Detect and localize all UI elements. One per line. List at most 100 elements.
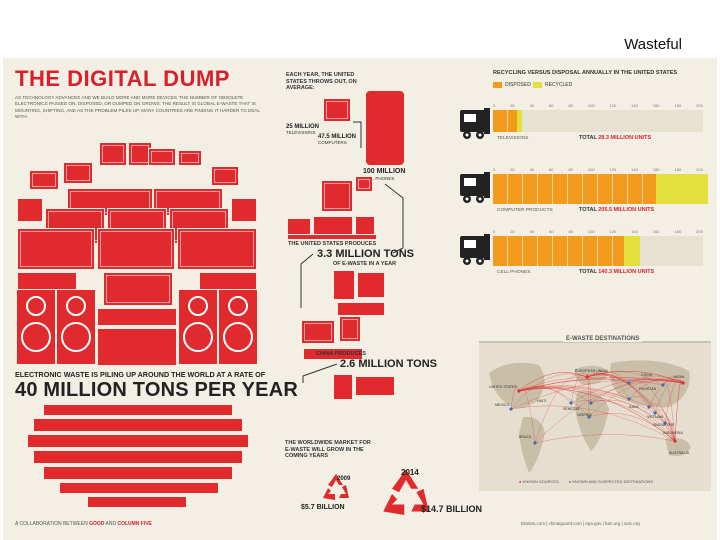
route-line — [664, 380, 684, 424]
tick-label: 20 — [510, 229, 515, 234]
tick-label: 40 — [529, 103, 535, 108]
map-place-label: EUROPEAN UNION — [575, 369, 608, 373]
poster-title: THE DIGITAL DUMP — [15, 66, 230, 91]
map-place-label: BRAZIL — [519, 435, 532, 439]
tick-label: 100 — [587, 103, 595, 108]
tick-label: 160 — [652, 167, 660, 172]
map-place-label: SINGAPORE — [653, 423, 675, 427]
world-map-shapes — [489, 360, 691, 473]
tv-label: TELEVISIONS — [286, 130, 316, 135]
bar-row-total: TOTAL 28.3 MILLION UNITS — [579, 135, 652, 141]
map-place-label: INDONESIA — [663, 431, 683, 435]
monitor-icon — [17, 198, 43, 222]
map-legend: ● KNOWN SOURCES ● KNOWN AND SUSPECTED DE… — [519, 479, 653, 484]
poster-intro: AS TECHNOLOGY ADVANCES AND WE BUILD MORE… — [15, 95, 260, 120]
connector-lines — [300, 121, 404, 383]
route-line — [628, 380, 676, 442]
tick-label: 120 — [609, 167, 617, 172]
bar-recycled — [624, 236, 640, 266]
map-place-label: NIGERIA — [577, 413, 592, 417]
market-year-b: 2014 — [401, 468, 419, 477]
phone-amount: 100 MILLION — [363, 168, 406, 175]
us-produces-amount: 3.3 MILLION TONS — [317, 248, 414, 260]
stereo-icon — [355, 376, 395, 396]
legend-destinations: ● KNOWN AND SUSPECTED DESTINATIONS — [568, 479, 653, 484]
map-point — [533, 441, 537, 445]
route-line — [654, 379, 684, 414]
tick-label: 140 — [631, 229, 638, 234]
monitor-icon — [355, 176, 373, 192]
console-icon — [33, 450, 243, 464]
tick-label: 140 — [631, 103, 638, 108]
route-line — [648, 379, 684, 408]
recycling-title: RECYCLING VERSUS DISPOSAL ANNUALLY IN TH… — [493, 70, 678, 76]
bar-row-total: TOTAL 140.3 MILLION UNITS — [579, 269, 655, 275]
map-place-label: VIETNAM — [647, 415, 663, 419]
map-point — [647, 405, 651, 409]
bar-recycled — [655, 174, 709, 204]
tick-label: 180 — [674, 167, 682, 172]
route-line — [510, 373, 588, 410]
map-point — [653, 411, 657, 415]
map-place-label: AUSTRALIA — [669, 451, 689, 455]
speaker-icon — [333, 374, 353, 400]
map-point — [673, 439, 677, 443]
legend-recycled: RECYCLED — [533, 82, 572, 88]
tv-icon — [99, 142, 127, 166]
console-icon — [337, 302, 385, 316]
route-line — [586, 371, 630, 384]
tick-label: 60 — [549, 103, 554, 108]
stereo-icon — [97, 328, 177, 366]
route-line — [662, 382, 676, 442]
tick-label: 200 — [696, 229, 703, 234]
tick-label: 100 — [587, 229, 595, 234]
stereo-icon — [303, 348, 363, 360]
us-produces-suffix: OF E-WASTE IN A YEAR — [333, 261, 397, 267]
tick-label: 160 — [652, 103, 660, 108]
shipping-routes — [509, 371, 685, 445]
tick-label: 180 — [674, 103, 682, 108]
route-line — [654, 409, 676, 442]
map-place-label: MEXICO — [495, 403, 510, 407]
tv-icon — [148, 148, 176, 166]
truck-icon — [458, 168, 492, 204]
route-line — [628, 396, 676, 442]
tv-icon — [323, 98, 351, 122]
route-line — [570, 378, 684, 404]
tick-label: 120 — [609, 229, 617, 234]
phone-icon — [59, 482, 219, 494]
route-line — [510, 386, 520, 410]
tv-icon — [17, 228, 95, 270]
tv-icon — [97, 228, 175, 270]
bar-row-label: COMPUTER PRODUCTS — [497, 208, 553, 213]
axis-ticks: 0 20 40 60 80 100 120 140 160 180 200 — [493, 167, 703, 172]
route-line — [518, 377, 684, 392]
tick-label: 80 — [568, 229, 573, 234]
route-line — [510, 379, 684, 410]
phone-icon — [43, 466, 233, 480]
market-value-a: $5.7 BILLION — [301, 504, 345, 511]
map-point — [663, 421, 667, 425]
speaker-icon — [179, 290, 217, 364]
tv-icon — [178, 150, 202, 166]
tick-label: 20 — [510, 103, 515, 108]
footer-sources: bbsites.com | chinaiguard.com | epa.gov … — [521, 521, 640, 526]
destinations-title: E-WASTE DESTINATIONS — [563, 336, 643, 342]
tick-label: 40 — [529, 167, 535, 172]
speaker-icon — [57, 290, 95, 364]
tick-label: 40 — [529, 229, 535, 234]
recycle-icon — [323, 474, 349, 500]
tv-amount: 25 MILLION — [286, 124, 320, 130]
route-line — [534, 380, 684, 444]
map-place-label: CHINA — [641, 373, 653, 377]
map-point — [589, 401, 593, 405]
map-place-label: SENEGAL — [563, 407, 580, 411]
monitor-icon — [29, 170, 59, 190]
tick-label: 140 — [631, 167, 638, 172]
market-caption: THE WORLDWIDE MARKET FOR E-WASTE WILL GR… — [285, 440, 371, 459]
tick-label: 80 — [568, 103, 573, 108]
monitor-icon — [103, 272, 173, 306]
console-icon — [27, 434, 249, 448]
bar-disposed — [493, 110, 518, 132]
tick-label: 20 — [510, 167, 515, 172]
